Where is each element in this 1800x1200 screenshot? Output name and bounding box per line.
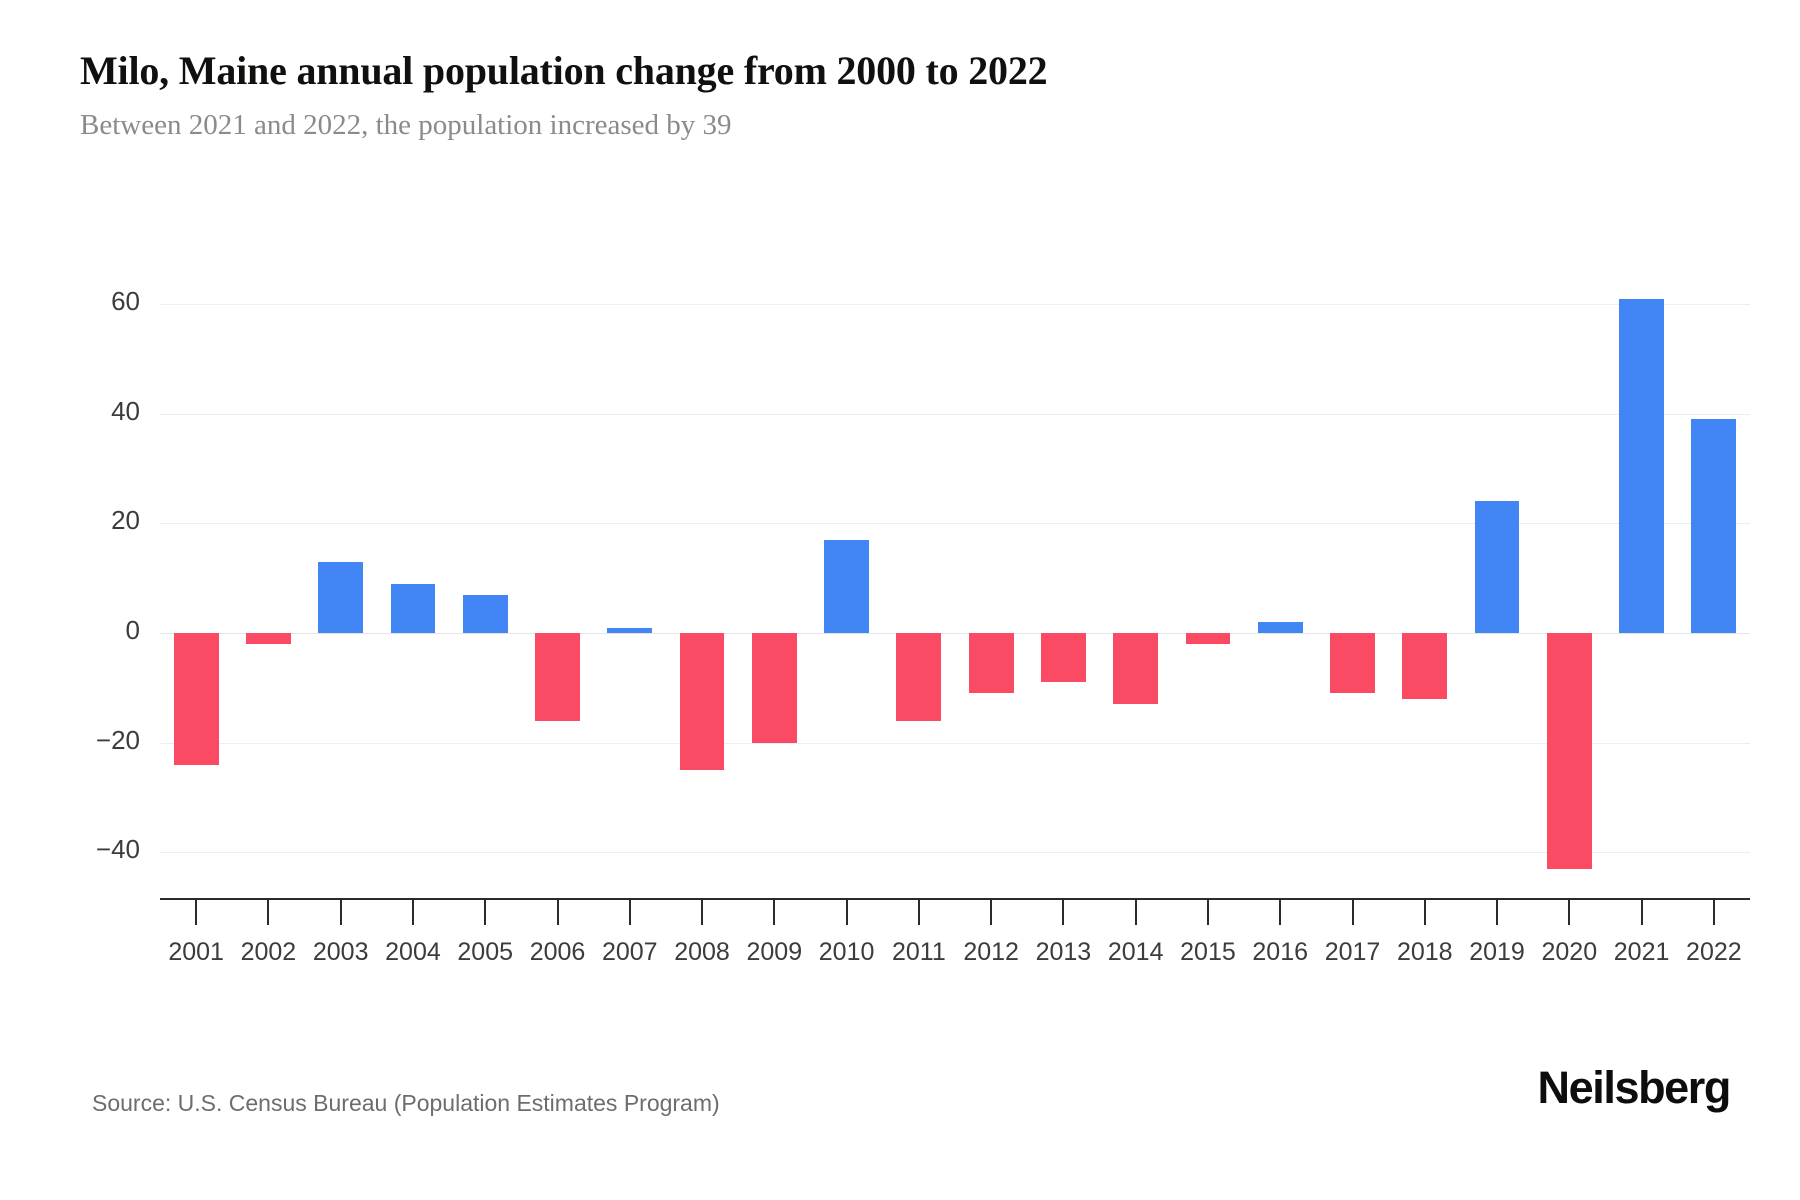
x-tick — [701, 899, 704, 925]
bar-2022[interactable] — [1691, 419, 1737, 633]
bar-2017[interactable] — [1330, 633, 1375, 694]
gridline — [160, 304, 1750, 306]
x-tick-label-2009: 2009 — [746, 938, 803, 966]
gridline — [160, 742, 1750, 744]
y-tick-label: 20 — [111, 505, 140, 536]
gridline — [160, 413, 1750, 415]
y-tick-label: 60 — [111, 286, 140, 317]
x-tick-label-2020: 2020 — [1541, 938, 1598, 966]
x-tick — [773, 899, 776, 925]
x-tick — [1496, 899, 1499, 925]
x-tick — [628, 899, 631, 925]
bar-2005[interactable] — [462, 594, 508, 633]
x-tick-label-2015: 2015 — [1180, 938, 1236, 966]
x-tick-label-2006: 2006 — [529, 938, 586, 966]
x-tick-label-2002: 2002 — [240, 938, 297, 966]
x-tick — [267, 899, 270, 925]
x-tick — [1568, 899, 1571, 925]
bar-2012[interactable] — [968, 633, 1014, 694]
chart-subtitle: Between 2021 and 2022, the population in… — [80, 109, 732, 141]
bar-2011[interactable] — [896, 633, 942, 721]
gridline — [160, 852, 1750, 854]
x-tick — [411, 899, 414, 925]
zero-gridline — [160, 633, 1750, 634]
bar-2013[interactable] — [1041, 633, 1086, 683]
source-note: Source: U.S. Census Bureau (Population E… — [92, 1090, 720, 1116]
x-tick-label-2001: 2001 — [168, 938, 224, 966]
page-title: Milo, Maine annual population change fro… — [80, 48, 1048, 93]
bar-2015[interactable] — [1185, 633, 1231, 644]
x-tick-label-2008: 2008 — [674, 938, 730, 966]
x-tick-label-2003: 2003 — [312, 938, 369, 966]
x-tick-label-2017: 2017 — [1324, 938, 1381, 966]
x-tick-label-2010: 2010 — [818, 938, 875, 966]
x-tick — [1640, 899, 1643, 925]
x-tick-label-2016: 2016 — [1252, 938, 1309, 966]
x-tick — [1423, 899, 1426, 925]
x-tick — [1206, 899, 1209, 925]
x-tick-label-2022: 2022 — [1686, 938, 1742, 966]
x-axis-line — [160, 898, 1750, 900]
bar-2002[interactable] — [246, 633, 291, 644]
x-tick — [195, 899, 198, 925]
bar-2020[interactable] — [1546, 633, 1592, 869]
x-tick — [1279, 899, 1282, 925]
y-tick-label: −40 — [95, 834, 140, 865]
bar-2014[interactable] — [1113, 633, 1159, 705]
x-tick — [845, 899, 848, 925]
bar-2006[interactable] — [535, 633, 580, 721]
x-tick — [1134, 899, 1137, 925]
x-tick — [1712, 899, 1715, 925]
x-tick-label-2018: 2018 — [1396, 938, 1453, 966]
y-tick-label: 0 — [125, 615, 140, 645]
y-tick-label: 40 — [111, 395, 140, 426]
bar-2019[interactable] — [1474, 501, 1520, 633]
x-tick — [339, 899, 342, 925]
bar-2010[interactable] — [824, 539, 869, 633]
bar-2003[interactable] — [318, 561, 364, 633]
x-tick — [556, 899, 559, 925]
x-tick — [484, 899, 487, 925]
bar-2018[interactable] — [1402, 633, 1448, 699]
x-tick-label-2005: 2005 — [457, 938, 514, 966]
x-tick — [1351, 899, 1354, 925]
brand-logo: Neilsberg — [1537, 1062, 1732, 1113]
bar-2008[interactable] — [679, 633, 725, 770]
bar-2007[interactable] — [607, 627, 653, 633]
y-tick-label: −20 — [95, 724, 140, 755]
bar-2021[interactable] — [1619, 298, 1664, 633]
x-tick — [917, 899, 920, 925]
x-tick-label-2019: 2019 — [1469, 938, 1525, 966]
x-tick — [1062, 899, 1065, 925]
bar-2016[interactable] — [1257, 622, 1303, 633]
chart-header: Milo, Maine annual population change fro… — [80, 48, 1720, 143]
x-tick-label-2007: 2007 — [601, 938, 658, 966]
x-tick-label-2021: 2021 — [1613, 938, 1670, 966]
x-tick-label-2012: 2012 — [963, 938, 1019, 966]
x-tick-label-2011: 2011 — [891, 938, 946, 966]
bar-2004[interactable] — [390, 583, 436, 633]
bar-2009[interactable] — [751, 633, 797, 743]
gridline — [160, 523, 1750, 525]
x-tick — [990, 899, 993, 925]
x-tick-label-2004: 2004 — [385, 938, 441, 966]
bar-2001[interactable] — [173, 633, 219, 765]
x-tick-label-2014: 2014 — [1107, 938, 1164, 966]
x-tick-label-2013: 2013 — [1035, 938, 1092, 966]
